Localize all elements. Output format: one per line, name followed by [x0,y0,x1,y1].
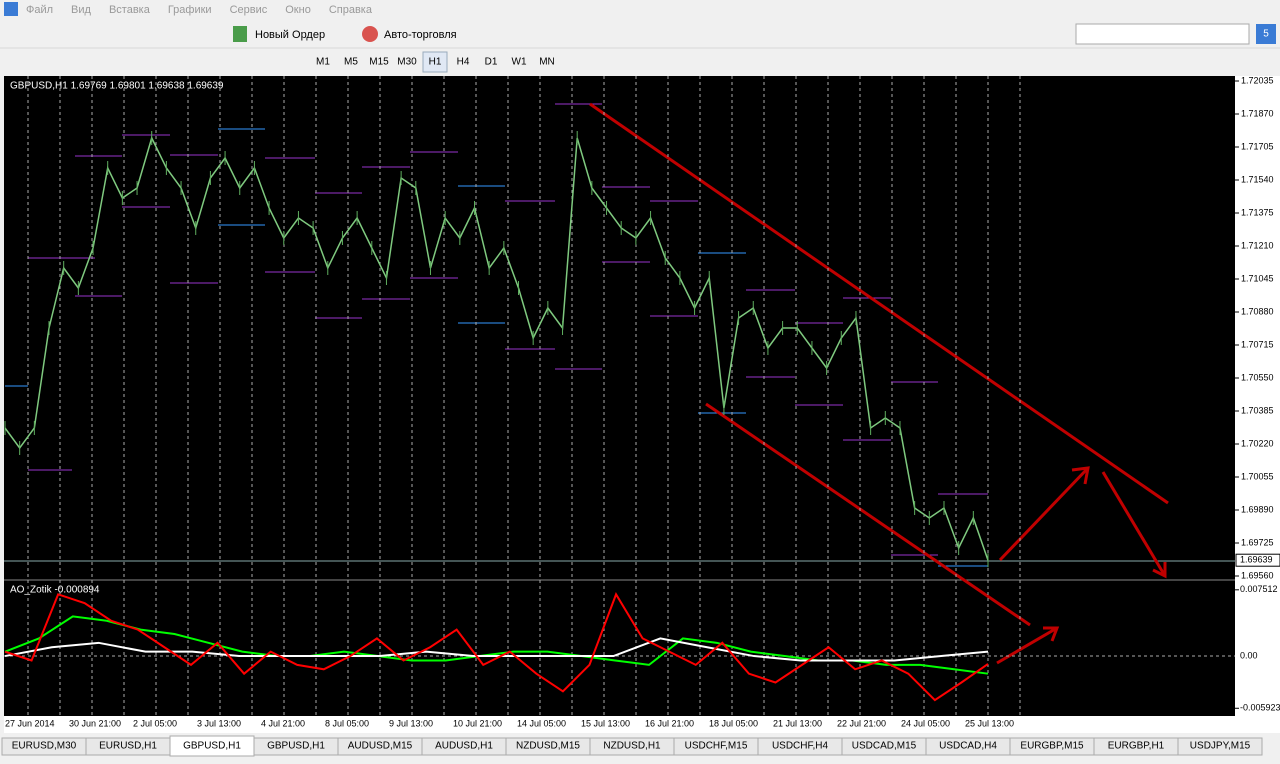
tab-label[interactable]: NZDUSD,H1 [603,741,661,752]
price-tick-label: 1.72035 [1241,75,1274,85]
drawings [589,102,1169,665]
time-label: 30 Jun 21:00 [69,718,121,728]
price-tick-label: 1.71045 [1241,273,1274,283]
time-label: 24 Jul 05:00 [901,718,950,728]
price-tick-label: 1.70715 [1241,339,1274,349]
search-button[interactable] [1256,24,1276,44]
menu-item[interactable]: Сервис [230,4,268,16]
search-button-label: 5 [1263,29,1269,40]
tab-label[interactable]: AUDUSD,H1 [435,741,493,752]
price-tick-label: 1.71210 [1241,240,1274,250]
tab-label[interactable]: EURGBP,H1 [1108,741,1165,752]
indicator-tick-label: 0.00 [1240,650,1258,660]
price-tick-label: 1.70220 [1241,438,1274,448]
time-label: 15 Jul 13:00 [581,718,630,728]
timeframe[interactable]: MN [539,57,555,68]
time-axis [4,716,1280,733]
menu-bar [0,0,1280,19]
tab-label[interactable]: USDJPY,M15 [1190,741,1251,752]
time-label: 25 Jul 13:00 [965,718,1014,728]
indicator-tick-label: -0.005923 [1240,703,1280,713]
tab-label[interactable]: GBPUSD,H1 [267,741,325,752]
time-label: 16 Jul 21:00 [645,718,694,728]
chart-area [4,76,1235,716]
menu-item[interactable]: Файл [26,4,53,16]
tab-label[interactable]: USDCAD,H4 [939,741,997,752]
new-order-icon [233,26,247,42]
tab-label[interactable]: USDCHF,H4 [772,741,829,752]
app-icon [4,2,18,16]
menu-item[interactable]: Вид [71,4,91,16]
menu-item[interactable]: Окно [285,4,311,16]
tab-label[interactable]: EURUSD,H1 [99,741,157,752]
price-axis [1235,76,1280,716]
time-label: 9 Jul 13:00 [389,718,433,728]
timeframe[interactable]: W1 [512,57,527,68]
time-label: 10 Jul 21:00 [453,718,502,728]
time-label: 27 Jun 2014 [5,718,55,728]
time-label: 18 Jul 05:00 [709,718,758,728]
toolbars [0,20,1280,74]
price-tick-label: 1.71540 [1241,174,1274,184]
time-label: 8 Jul 05:00 [325,718,369,728]
timeframe-active [422,51,448,73]
price-tick-label: 1.69725 [1241,537,1274,547]
price-tick-label: 1.70385 [1241,405,1274,415]
indicator-tick-label: 0.007512 [1240,584,1278,594]
current-price: 1.69639 [1240,555,1273,565]
search-box[interactable] [1075,23,1250,45]
time-label: 14 Jul 05:00 [517,718,566,728]
timeframe[interactable]: H1 [429,57,442,68]
tab-label[interactable]: EURUSD,M30 [12,741,77,752]
price-tick-label: 1.70550 [1241,372,1274,382]
price-tick-label: 1.71375 [1241,207,1274,217]
menu-item[interactable]: Вставка [109,4,151,16]
tab-label[interactable]: GBPUSD,H1 [183,741,241,752]
time-label: 21 Jul 13:00 [773,718,822,728]
indicator-line [4,592,989,702]
timeframe[interactable]: M30 [397,57,417,68]
current-price-box [1235,553,1280,567]
tab-label[interactable]: NZDUSD,M15 [516,741,580,752]
time-label: 22 Jul 21:00 [837,718,886,728]
timeframe[interactable]: M1 [316,57,330,68]
timeframe[interactable]: M5 [344,57,358,68]
timeframe[interactable]: D1 [485,57,498,68]
price-line [4,135,989,561]
tab-label[interactable]: AUDUSD,M15 [348,741,413,752]
time-label: 4 Jul 21:00 [261,718,305,728]
timeframe[interactable]: H4 [457,57,470,68]
time-label: 2 Jul 05:00 [133,718,177,728]
tab-label[interactable]: USDCHF,M15 [685,741,748,752]
time-label: 3 Jul 13:00 [197,718,241,728]
price-tick-label: 1.71870 [1241,108,1274,118]
levels [5,103,988,567]
auto-trading-icon [362,26,378,42]
indicator-label: AO_Zotik -0.000894 [10,585,100,596]
new-order[interactable]: Новый Ордер [255,29,325,41]
price-tick-label: 1.69890 [1241,504,1274,514]
tab-label[interactable]: USDCAD,M15 [852,741,917,752]
price-tick-label: 1.71705 [1241,141,1274,151]
tab-label[interactable]: EURGBP,M15 [1020,741,1084,752]
symbol-info: GBPUSD,H1 1.69769 1.69801 1.69638 1.6963… [10,81,224,92]
menu-item[interactable]: Графики [168,4,212,16]
price-tick-label: 1.70055 [1241,471,1274,481]
tab[interactable] [1177,737,1263,756]
price-tick-label: 1.70880 [1241,306,1274,316]
indicator-line [4,637,989,662]
price-tick-label: 1.69560 [1241,570,1274,580]
auto-trading[interactable]: Авто-торговля [384,29,457,41]
menu-item[interactable]: Справка [329,4,373,16]
timeframe[interactable]: M15 [369,57,389,68]
